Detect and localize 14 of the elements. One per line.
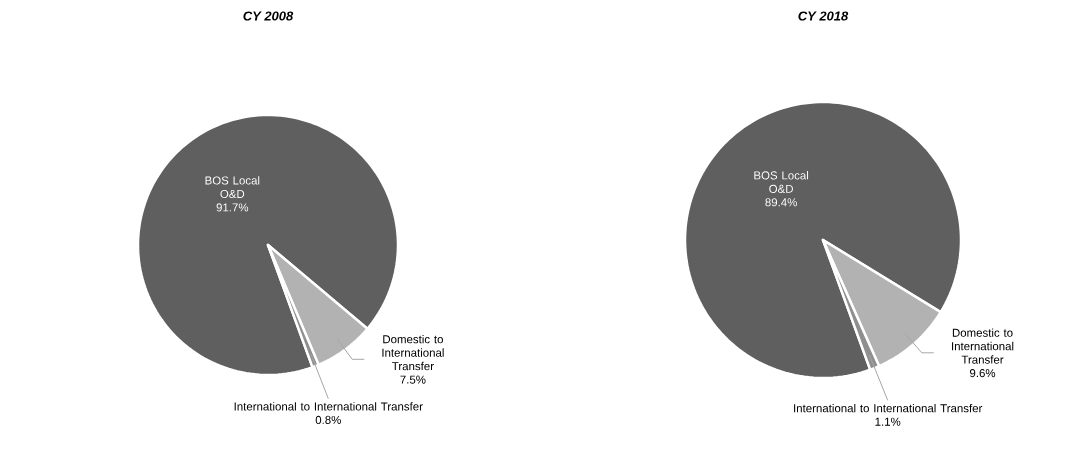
data-label: 89.4% — [765, 198, 797, 207]
data-label: 1.1% — [875, 417, 901, 426]
data-label: 91.7% — [216, 203, 249, 212]
slice-label: International to International Transfer — [794, 403, 983, 413]
chart-title: CY 2008 — [243, 11, 294, 21]
slice-label: BOS Local O&D — [205, 176, 260, 198]
slice-label: BOS Local O&D — [754, 171, 809, 193]
data-label: 0.8% — [315, 415, 341, 424]
data-label: 7.5% — [400, 375, 426, 384]
slice-label: International to International Transfer — [234, 402, 423, 411]
legend-label: Domestic to International Transfer — [952, 328, 1014, 364]
chart-title: CY 2018 — [798, 11, 849, 21]
data-label: 9.6% — [969, 369, 996, 378]
legend-label: Domestic to International Transfer — [382, 334, 444, 371]
